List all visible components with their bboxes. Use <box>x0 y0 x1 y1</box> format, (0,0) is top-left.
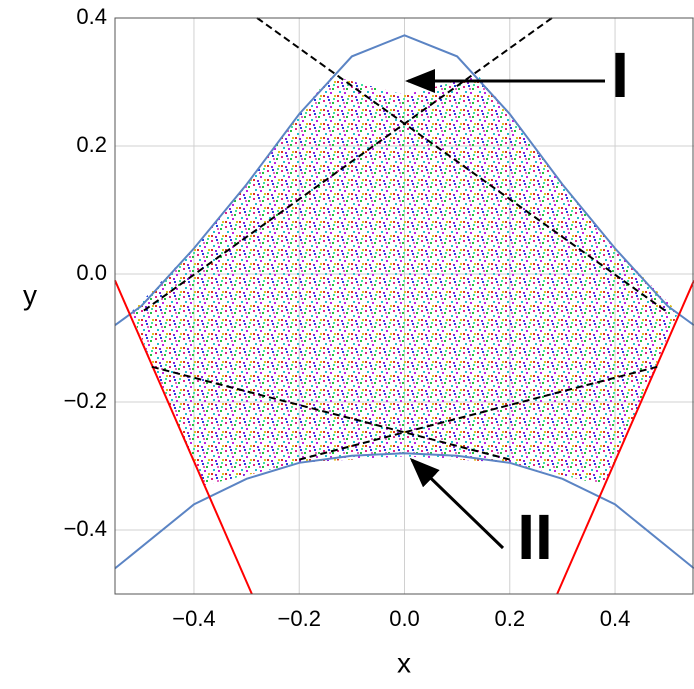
x-tick-label: −0.4 <box>172 606 215 631</box>
x-axis-label: x <box>397 647 411 678</box>
curve <box>114 452 694 570</box>
y-tick-label: 0.0 <box>76 260 107 285</box>
y-tick-label: 0.2 <box>76 132 107 157</box>
annotation: I <box>611 39 629 111</box>
scatter-region <box>130 75 679 486</box>
curve <box>556 280 694 595</box>
arrow <box>409 457 505 550</box>
curve <box>114 280 253 595</box>
curve <box>140 17 553 314</box>
y-tick-label: −0.4 <box>64 516 107 541</box>
y-axis-label: y <box>23 279 37 310</box>
curve <box>151 365 511 461</box>
curve <box>256 17 669 314</box>
y-tick-label: 0.4 <box>76 4 107 29</box>
x-tick-label: −0.2 <box>278 606 321 631</box>
x-tick-label: 0.4 <box>600 606 631 631</box>
x-tick-label: 0.2 <box>494 606 525 631</box>
curve <box>298 365 658 461</box>
x-tick-label: 0.0 <box>389 606 420 631</box>
y-tick-label: −0.2 <box>64 388 107 413</box>
plot-frame <box>114 17 694 595</box>
annotation: II <box>517 501 553 573</box>
curve <box>114 34 694 327</box>
